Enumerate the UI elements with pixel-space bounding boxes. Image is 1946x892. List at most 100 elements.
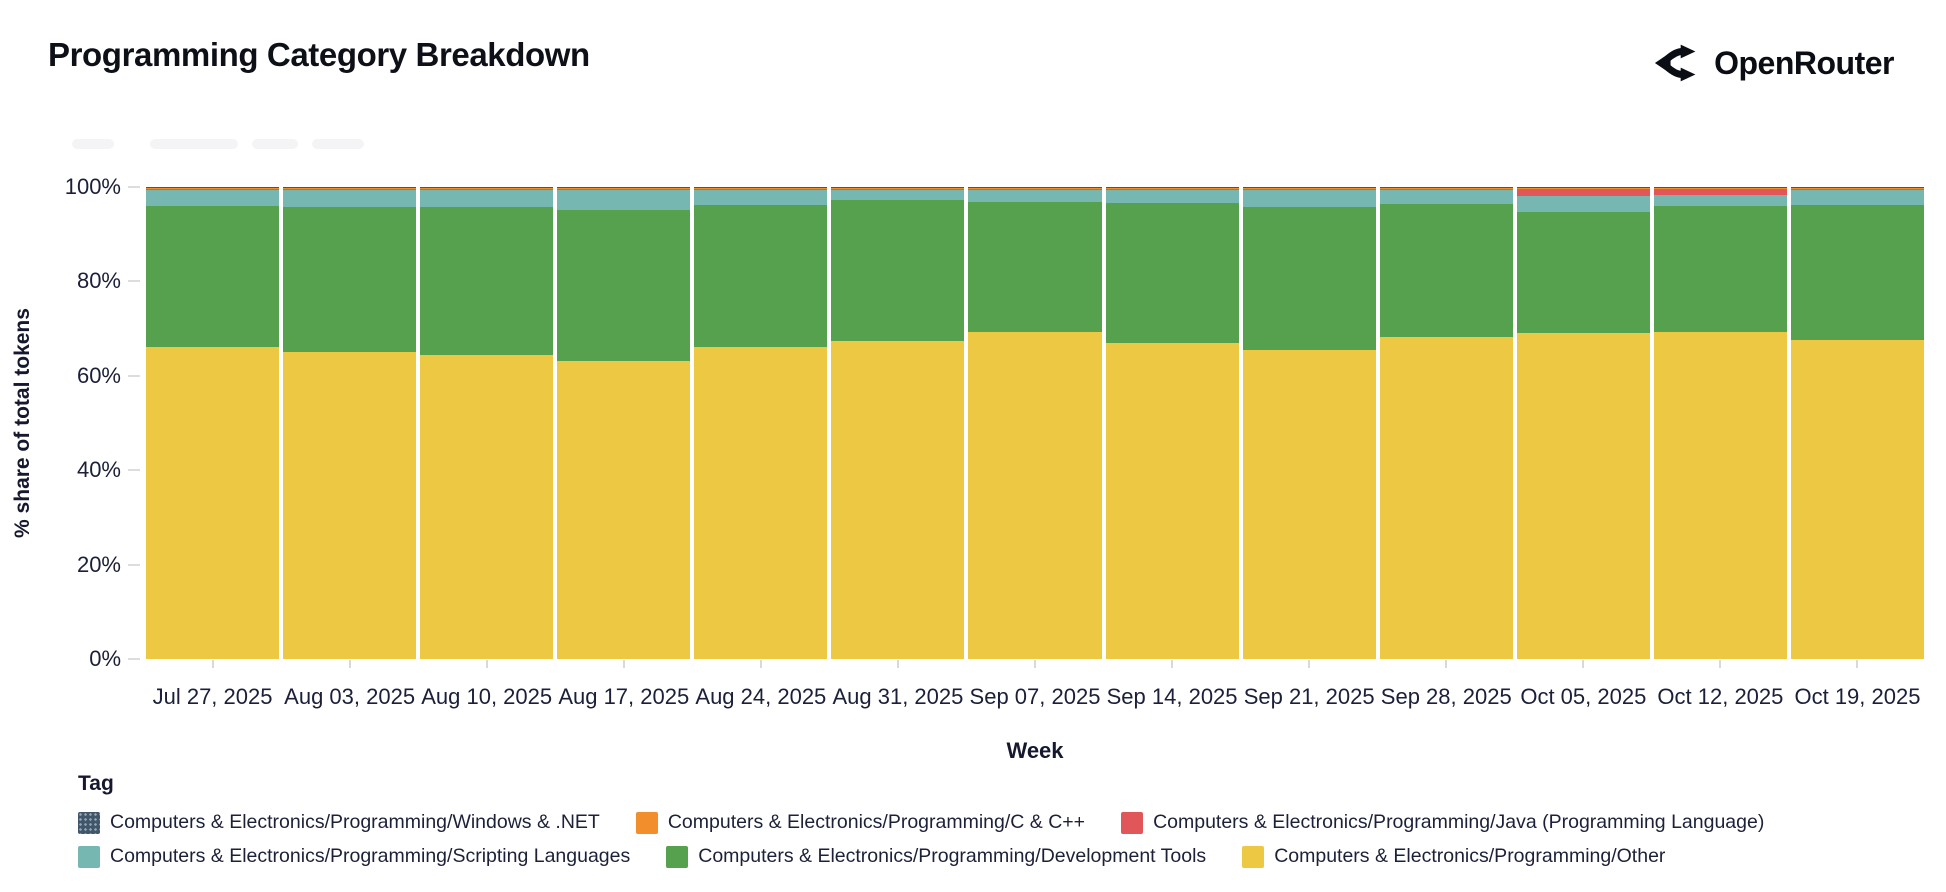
bar-segment[interactable]	[146, 189, 280, 207]
bar-segment[interactable]	[1242, 206, 1376, 350]
x-tick-label: Sep 28, 2025	[1380, 684, 1512, 709]
y-tick: 80%	[0, 268, 140, 294]
legend-item[interactable]: Computers & Electronics/Programming/Java…	[1121, 811, 1764, 834]
bar-segment[interactable]	[694, 204, 828, 347]
y-tick: 20%	[0, 552, 140, 578]
bar[interactable]	[831, 187, 965, 659]
bar-segment[interactable]	[1379, 336, 1513, 659]
bar-segment[interactable]	[283, 352, 417, 659]
legend-item[interactable]: Computers & Electronics/Programming/Deve…	[666, 845, 1206, 868]
bar-segment[interactable]	[1379, 204, 1513, 337]
x-tick-label: Sep 14, 2025	[1106, 684, 1238, 709]
bar[interactable]	[557, 187, 691, 659]
bar-segment[interactable]	[1105, 187, 1239, 190]
bar[interactable]	[283, 187, 417, 659]
bar-segment[interactable]	[1242, 187, 1376, 190]
bar-segment[interactable]	[146, 187, 280, 190]
bar-segment[interactable]	[1653, 331, 1787, 659]
x-tick-label: Aug 17, 2025	[558, 684, 690, 709]
bar[interactable]	[1516, 187, 1650, 659]
bar-segment[interactable]	[420, 189, 554, 208]
bar-segment[interactable]	[831, 200, 965, 341]
bar-segment[interactable]	[557, 189, 691, 210]
y-tick: 60%	[0, 363, 140, 389]
bar-segment[interactable]	[1516, 195, 1650, 213]
bar-segment[interactable]	[1242, 349, 1376, 659]
bar-segment[interactable]	[1790, 204, 1925, 341]
bar-segment[interactable]	[146, 206, 280, 348]
bar-segment[interactable]	[557, 187, 691, 190]
bar-segment[interactable]	[968, 332, 1102, 659]
bar-segment[interactable]	[968, 187, 1102, 190]
x-tick: Aug 17, 2025	[557, 660, 690, 710]
bar-segment[interactable]	[1242, 189, 1376, 207]
bar-segment[interactable]	[1379, 187, 1513, 190]
legend-item[interactable]: Computers & Electronics/Programming/Wind…	[78, 811, 600, 834]
bar-segment[interactable]	[420, 207, 554, 355]
bar-segment[interactable]	[694, 187, 828, 190]
y-tick: 100%	[0, 174, 140, 200]
bar[interactable]	[1242, 187, 1376, 659]
x-tick-mark	[1034, 660, 1036, 668]
bar-segment[interactable]	[694, 346, 828, 659]
bar-segment[interactable]	[1516, 333, 1650, 659]
bar-segment[interactable]	[283, 189, 417, 207]
bar-segment[interactable]	[146, 347, 280, 659]
bar-segment[interactable]	[1653, 195, 1787, 207]
bar-segment[interactable]	[1105, 342, 1239, 659]
bar-segment[interactable]	[1790, 340, 1925, 659]
x-tick-mark	[348, 660, 351, 668]
brand: OpenRouter	[1654, 40, 1894, 86]
y-tick: 0%	[0, 646, 140, 672]
x-tick-label: Oct 05, 2025	[1520, 684, 1647, 709]
bar-segment[interactable]	[1653, 206, 1787, 332]
bar[interactable]	[694, 187, 828, 659]
bar-segment[interactable]	[1379, 189, 1513, 204]
page-title: Programming Category Breakdown	[48, 36, 590, 73]
bar-segment[interactable]	[557, 360, 691, 659]
x-tick: Aug 24, 2025	[694, 660, 827, 710]
bar[interactable]	[1379, 187, 1513, 659]
bar[interactable]	[420, 187, 554, 659]
bar-segment[interactable]	[831, 340, 965, 659]
bar-segment[interactable]	[1105, 189, 1239, 203]
bar[interactable]	[1105, 187, 1239, 659]
x-tick-label: Jul 27, 2025	[152, 684, 273, 709]
bar-segment[interactable]	[968, 201, 1102, 333]
legend-item[interactable]: Computers & Electronics/Programming/Scri…	[78, 845, 630, 868]
bar-segment[interactable]	[694, 189, 828, 205]
brand-name: OpenRouter	[1714, 44, 1894, 81]
bar-segment[interactable]	[1653, 187, 1787, 190]
x-tick-label: Sep 21, 2025	[1243, 684, 1375, 709]
bar-segment[interactable]	[420, 187, 554, 190]
bar[interactable]	[1653, 187, 1787, 659]
y-tick-mark	[128, 563, 140, 566]
x-tick-label: Aug 31, 2025	[832, 684, 964, 709]
bar-segment[interactable]	[283, 187, 417, 190]
bar-segment[interactable]	[1516, 189, 1650, 196]
bar-segment[interactable]	[283, 206, 417, 353]
bar-segment[interactable]	[1790, 189, 1925, 205]
legend-row: Computers & Electronics/Programming/Scri…	[78, 845, 1764, 868]
bar[interactable]	[1790, 187, 1925, 659]
x-tick: Oct 12, 2025	[1654, 660, 1787, 710]
bar-segment[interactable]	[1790, 187, 1925, 190]
bar[interactable]	[146, 187, 280, 659]
bar-segment[interactable]	[968, 189, 1102, 202]
legend-item[interactable]: Computers & Electronics/Programming/Othe…	[1242, 845, 1665, 868]
bar-segment[interactable]	[1653, 189, 1787, 196]
legend-swatch	[78, 845, 100, 868]
y-tick-label: 60%	[76, 362, 121, 388]
bar-segment[interactable]	[831, 189, 965, 201]
bar-segment[interactable]	[831, 187, 965, 190]
bar-segment[interactable]	[420, 354, 554, 659]
y-tick-mark	[128, 469, 140, 472]
bar-segment[interactable]	[1516, 212, 1650, 334]
bar-segment[interactable]	[1105, 202, 1239, 343]
legend-item[interactable]: Computers & Electronics/Programming/C & …	[635, 811, 1085, 834]
bar-segment[interactable]	[1516, 187, 1650, 190]
y-tick-label: 100%	[64, 174, 121, 199]
bar[interactable]	[968, 187, 1102, 659]
bar-segment[interactable]	[557, 209, 691, 361]
